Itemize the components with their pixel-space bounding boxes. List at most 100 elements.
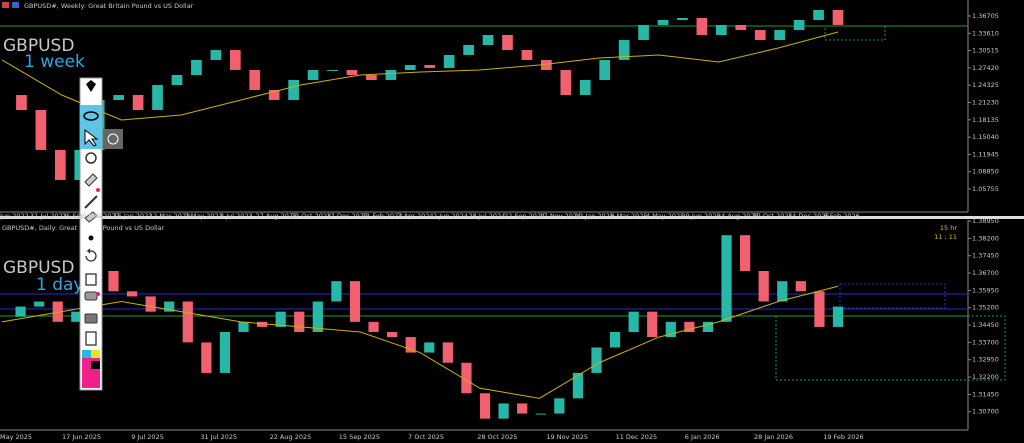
candle xyxy=(210,50,222,60)
candle xyxy=(164,301,175,312)
pane-divider[interactable] xyxy=(0,216,1024,219)
y-tick-label: 1.34450 xyxy=(972,321,999,329)
drawing-toolbar xyxy=(79,77,123,391)
candle xyxy=(238,321,249,333)
eye-icon[interactable] xyxy=(83,111,99,121)
candle xyxy=(424,342,435,353)
cursor-option[interactable] xyxy=(103,129,123,149)
y-tick-label: 1.08850 xyxy=(972,168,999,176)
candle xyxy=(404,65,416,70)
candle xyxy=(443,54,455,68)
y-tick-label: 1.15040 xyxy=(972,133,999,141)
trash-icon[interactable] xyxy=(85,273,97,286)
x-tick-label: Jun 2022 xyxy=(0,212,29,220)
line-tool[interactable] xyxy=(84,195,98,209)
candle xyxy=(113,95,124,100)
y-tick-label: 1.35200 xyxy=(972,304,999,312)
bus-icon[interactable] xyxy=(84,291,98,301)
candle xyxy=(307,69,319,80)
x-tick-label: 7 Apr 2024 xyxy=(398,212,434,220)
chart-title: GBPUSD#, Weekly: Great Britain Pound vs … xyxy=(24,2,194,10)
y-tick-label: 1.21230 xyxy=(972,99,999,107)
candle xyxy=(442,342,453,363)
y-tick-label: 1.38200 xyxy=(972,234,999,242)
dot-tool[interactable] xyxy=(88,235,94,241)
x-tick-label: 27 Aug 2023 xyxy=(256,212,298,220)
moving-average xyxy=(1,31,839,121)
period-label: 1 day xyxy=(36,275,84,295)
x-tick-label: May 2025 xyxy=(0,433,32,441)
x-tick-label: 24 Aug 2025 xyxy=(717,212,759,220)
x-tick-label: 2 Jun 2024 xyxy=(433,212,468,220)
x-tick-label: 9 Jul 2025 xyxy=(131,433,164,441)
x-tick-label: 6 Jan 2026 xyxy=(685,433,720,441)
x-tick-label: 17 Nov 2024 xyxy=(540,212,582,220)
y-tick-label: 1.33610 xyxy=(972,29,999,37)
candle xyxy=(256,321,268,327)
rectangle-drawing[interactable] xyxy=(775,315,1006,381)
candle xyxy=(34,301,45,307)
x-tick-label: 20 Nov 2022 xyxy=(78,212,120,220)
x-tick-label: 7 May 2023 xyxy=(185,212,223,220)
x-tick-label: 28 Jan 2026 xyxy=(754,433,793,441)
x-tick-label: 4 May 2025 xyxy=(646,212,684,220)
y-tick-label: 1.31450 xyxy=(972,390,999,398)
x-tick-label: 22 Oct 2023 xyxy=(291,212,331,220)
candle xyxy=(628,311,639,333)
ruler-icon[interactable] xyxy=(84,211,98,223)
candle xyxy=(696,17,708,35)
candle xyxy=(832,10,844,25)
cursor-icon xyxy=(107,133,119,145)
candle xyxy=(294,311,305,333)
candle xyxy=(517,403,528,414)
x-tick-label: 9 Mar 2025 xyxy=(611,212,648,220)
rectangle-drawing[interactable] xyxy=(824,25,886,41)
candle xyxy=(71,311,82,322)
candle xyxy=(740,235,751,271)
candle xyxy=(754,30,766,41)
toolbar-panel xyxy=(79,77,103,391)
color-swatch[interactable] xyxy=(91,361,100,369)
candle xyxy=(716,24,727,35)
candle xyxy=(108,270,119,292)
x-tick-label: 11 Dec 2025 xyxy=(616,433,658,441)
candle xyxy=(482,34,494,45)
candle xyxy=(618,40,630,60)
period-label: 1 week xyxy=(24,52,85,72)
candle xyxy=(219,332,231,373)
x-tick-label: 14 Dec 2025 xyxy=(788,212,830,220)
candle xyxy=(541,59,552,70)
x-tick-label: 28 Oct 2025 xyxy=(477,433,517,441)
magnet-icon[interactable] xyxy=(85,152,97,164)
y-tick-label: 1.36705 xyxy=(972,12,999,20)
color-swatch[interactable] xyxy=(82,350,91,358)
candle xyxy=(684,321,695,333)
candle xyxy=(813,10,824,21)
candle xyxy=(346,69,358,76)
x-tick-label: 29 Jun 2025 xyxy=(682,212,721,220)
x-tick-label: 25 Sep 2022 xyxy=(62,212,103,220)
candle xyxy=(777,281,788,302)
rectangle-drawing[interactable] xyxy=(839,283,946,309)
arrow-icon[interactable] xyxy=(84,129,99,147)
undo-icon[interactable] xyxy=(85,248,97,262)
x-tick-label: 15 Jan 2023 xyxy=(114,212,153,220)
candle xyxy=(461,362,472,394)
bar-timer: 11 : 11 xyxy=(934,233,957,241)
notes-icon[interactable] xyxy=(85,331,97,346)
candle xyxy=(498,403,509,419)
moving-average xyxy=(1,285,839,399)
candle xyxy=(591,347,602,373)
camera-icon[interactable] xyxy=(84,313,98,324)
x-tick-label: 19 Nov 2025 xyxy=(546,433,588,441)
y-tick-label: 1.30515 xyxy=(972,47,999,55)
color-swatch[interactable] xyxy=(91,350,100,358)
bar-timer: 15 hr xyxy=(940,224,957,232)
pen-icon[interactable] xyxy=(86,80,96,92)
y-tick-label: 1.36700 xyxy=(972,269,999,277)
eraser-icon[interactable] xyxy=(84,173,98,187)
candle xyxy=(502,34,513,51)
candle xyxy=(405,337,416,353)
candle xyxy=(249,69,261,90)
candle xyxy=(331,281,342,302)
